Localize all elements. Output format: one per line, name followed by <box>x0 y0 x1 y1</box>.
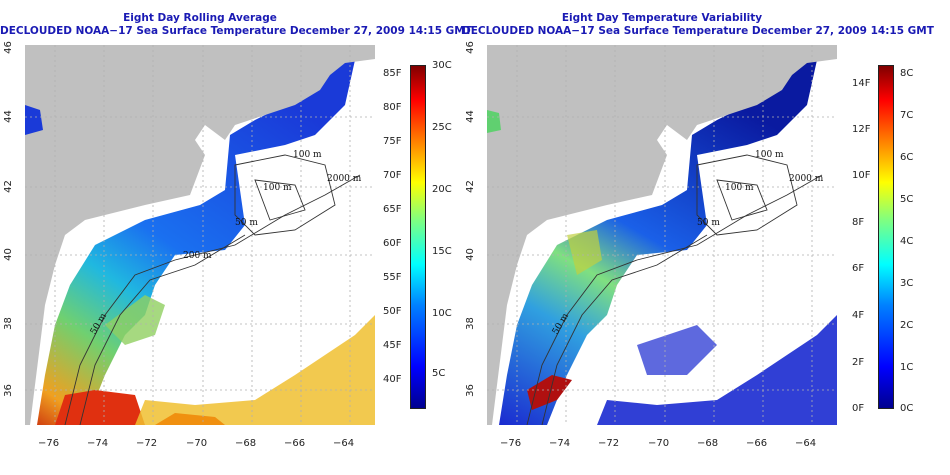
left-x-tick: −72 <box>136 438 158 449</box>
left-cb-f: 80F <box>383 102 402 113</box>
right-x-tick: −64 <box>795 438 817 449</box>
right-y-tick: 36 <box>464 384 476 397</box>
right-cb-f: 10F <box>852 170 871 181</box>
right-y-tick: 38 <box>464 317 476 330</box>
left-sst-map: 100 m 100 m 50 m 200 m 50 m 2000 m <box>25 45 375 425</box>
contour-label: 2000 m <box>327 174 362 184</box>
right-variability-map: 100 m 100 m 50 m 2000 m 50 m <box>487 45 837 425</box>
right-x-tick: −68 <box>697 438 719 449</box>
left-y-tick: 46 <box>2 41 14 54</box>
left-y-tick: 38 <box>2 317 14 330</box>
land-right <box>487 45 837 425</box>
left-cb-f: 85F <box>383 68 402 79</box>
right-cb-c: 0C <box>900 403 914 414</box>
right-cb-c: 4C <box>900 236 914 247</box>
shelf-water <box>499 60 817 425</box>
left-x-tick: −68 <box>235 438 257 449</box>
right-cb-c: 7C <box>900 110 914 121</box>
right-x-tick: −74 <box>549 438 571 449</box>
left-cb-f: 55F <box>383 272 402 283</box>
right-cb-f: 14F <box>852 78 871 89</box>
left-x-tick: −64 <box>333 438 355 449</box>
left-cb-f: 60F <box>383 238 402 249</box>
land-left <box>25 45 375 425</box>
right-cb-c: 6C <box>900 152 914 163</box>
right-cb-f: 12F <box>852 124 871 135</box>
left-cb-f: 45F <box>383 340 402 351</box>
warm-water <box>55 390 145 425</box>
left-x-tick: −70 <box>186 438 208 449</box>
right-y-tick: 44 <box>464 110 476 123</box>
right-colorbar <box>878 65 894 409</box>
right-title-line1: Eight Day Temperature Variability <box>561 12 763 24</box>
left-cb-c: 30C <box>432 60 452 71</box>
right-cb-c: 2C <box>900 320 914 331</box>
right-cb-f: 0F <box>852 403 865 414</box>
left-cb-c: 20C <box>432 184 452 195</box>
right-cb-c: 3C <box>900 278 914 289</box>
left-cb-c: 10C <box>432 308 452 319</box>
contour-label: 200 m <box>183 251 212 261</box>
right-cb-f: 8F <box>852 217 865 228</box>
left-cb-f: 65F <box>383 204 402 215</box>
left-y-tick: 36 <box>2 384 14 397</box>
right-x-tick: −66 <box>746 438 768 449</box>
right-cb-c: 8C <box>900 68 914 79</box>
right-y-tick: 46 <box>464 41 476 54</box>
scattered-water <box>597 315 837 425</box>
left-y-tick: 44 <box>2 110 14 123</box>
left-colorbar <box>410 65 426 409</box>
right-cb-c: 1C <box>900 362 914 373</box>
left-title-line1: Eight Day Rolling Average <box>123 12 277 24</box>
contour-label: 100 m <box>755 150 784 160</box>
right-cb-c: 5C <box>900 194 914 205</box>
left-cb-f: 75F <box>383 136 402 147</box>
left-y-tick: 40 <box>2 248 14 261</box>
left-cb-c: 5C <box>432 368 446 379</box>
left-cb-c: 25C <box>432 122 452 133</box>
contour-label: 100 m <box>725 183 754 193</box>
right-x-tick: −76 <box>500 438 522 449</box>
left-title-line2: DECLOUDED NOAA−17 Sea Surface Temperatur… <box>0 25 472 37</box>
contour-label: 100 m <box>263 183 292 193</box>
right-cb-f: 6F <box>852 263 865 274</box>
left-x-tick: −74 <box>87 438 109 449</box>
right-cb-f: 4F <box>852 310 865 321</box>
left-cb-f: 50F <box>383 306 402 317</box>
left-cb-f: 40F <box>383 374 402 385</box>
left-x-tick: −66 <box>284 438 306 449</box>
warm-water-2 <box>135 315 375 425</box>
left-y-tick: 42 <box>2 180 14 193</box>
right-cb-f: 2F <box>852 357 865 368</box>
left-cb-f: 70F <box>383 170 402 181</box>
left-x-tick: −76 <box>38 438 60 449</box>
right-x-tick: −70 <box>648 438 670 449</box>
right-y-tick: 42 <box>464 180 476 193</box>
right-x-tick: −72 <box>598 438 620 449</box>
contour-label: 100 m <box>293 150 322 160</box>
contour-label: 50 m <box>235 218 258 228</box>
right-title-line2: DECLOUDED NOAA−17 Sea Surface Temperatur… <box>462 25 934 37</box>
left-cb-c: 15C <box>432 246 452 257</box>
contour-label: 2000 m <box>789 174 824 184</box>
right-y-tick: 40 <box>464 248 476 261</box>
contour-label: 50 m <box>697 218 720 228</box>
